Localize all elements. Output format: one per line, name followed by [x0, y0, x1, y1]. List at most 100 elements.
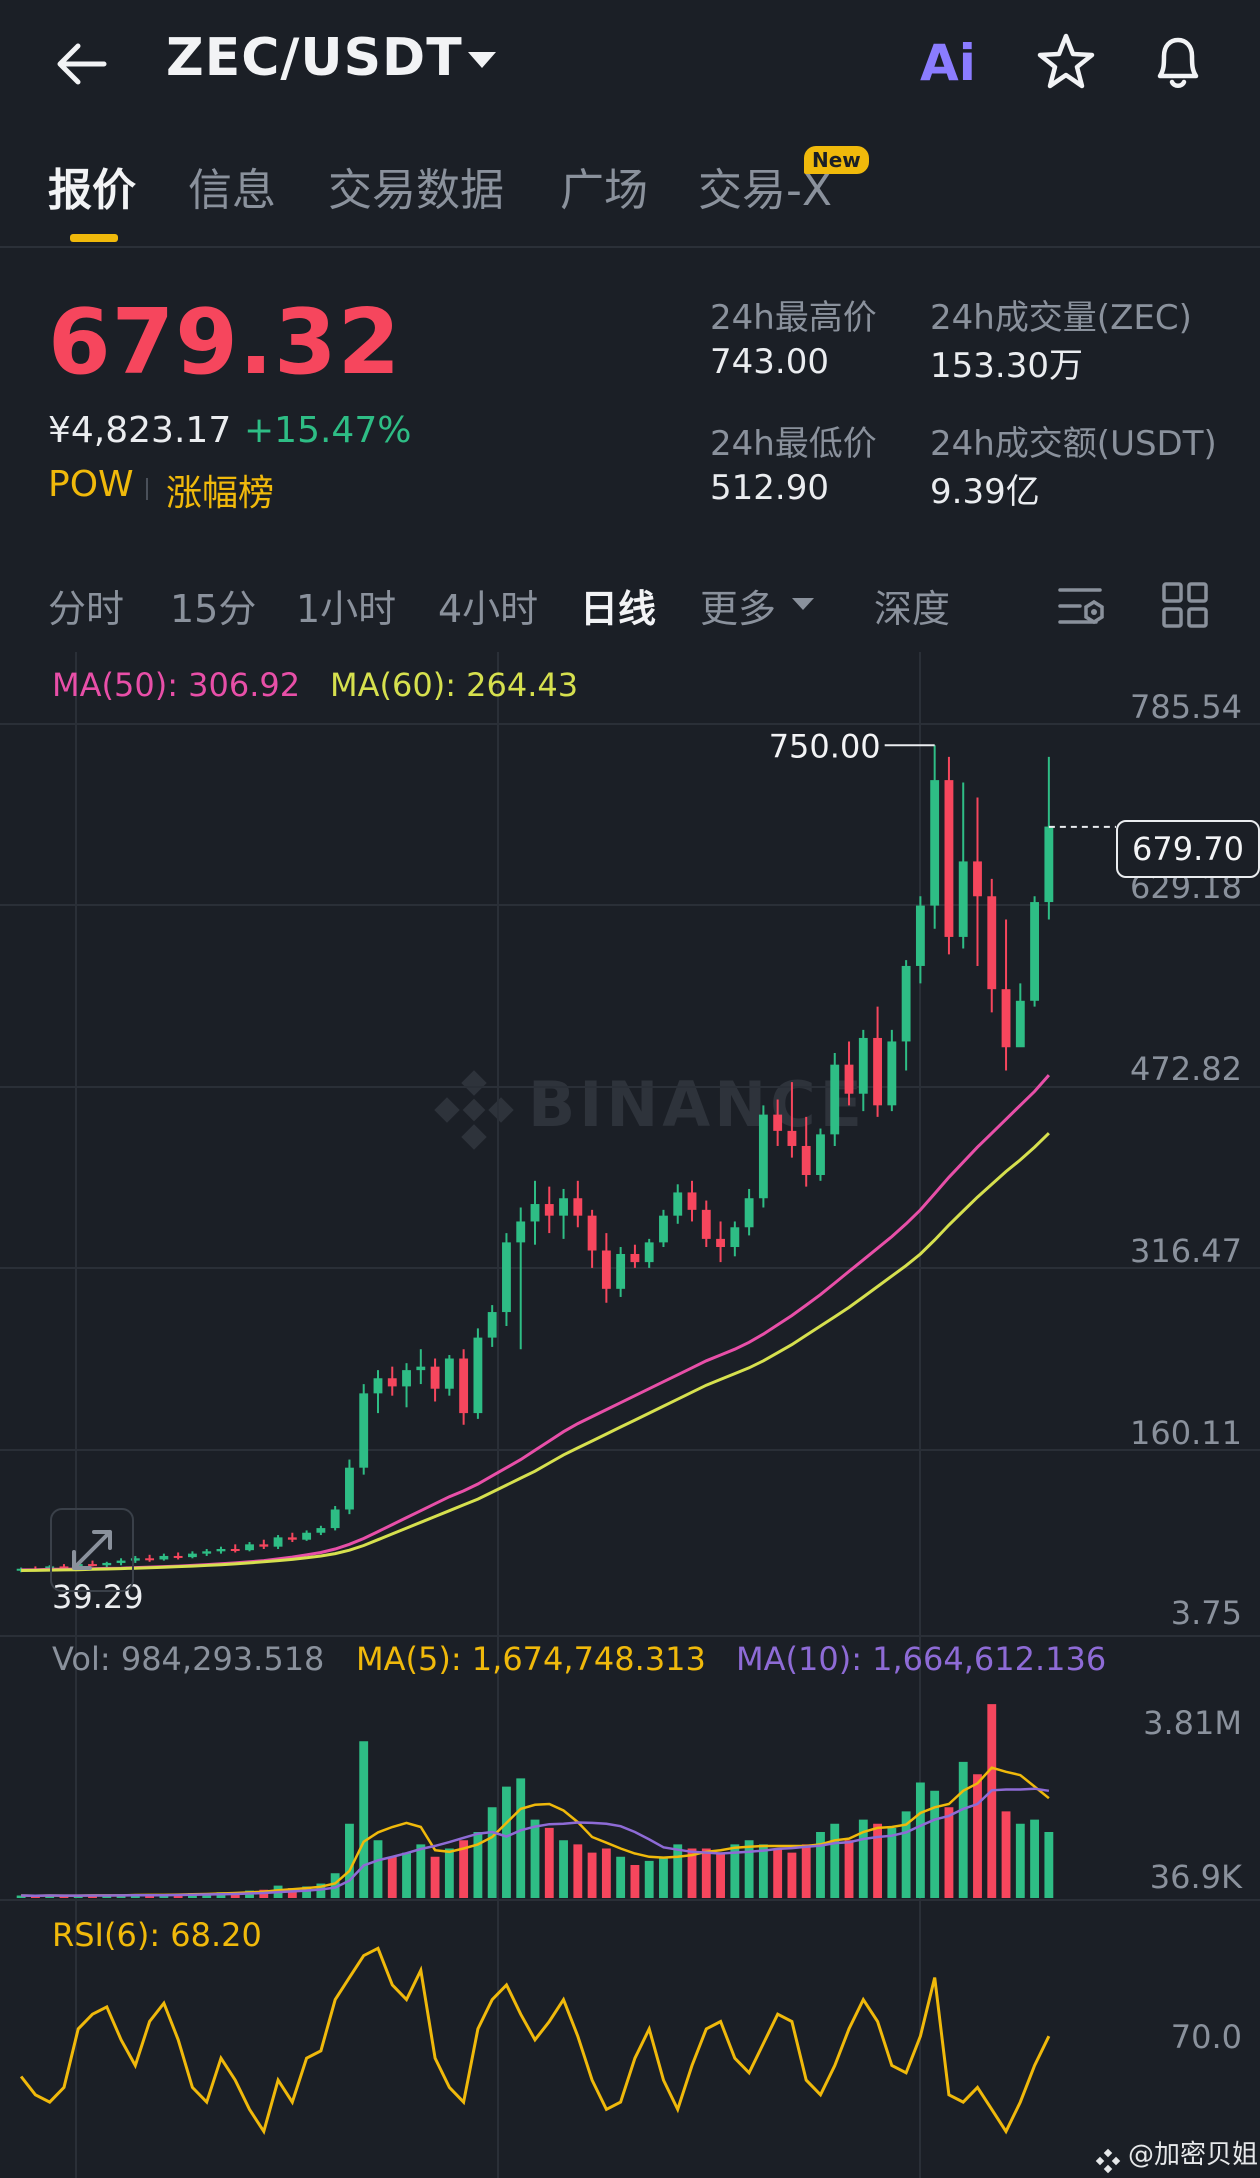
tab-square[interactable]: 广场 [560, 165, 648, 216]
low-label: 24h最低价 [710, 424, 877, 464]
timeframe-4h[interactable]: 4小时 [438, 587, 539, 631]
volume-bar [701, 1848, 711, 1898]
volume-bar [287, 1888, 297, 1898]
volume-bar [687, 1848, 697, 1898]
volume-bar [987, 1704, 997, 1898]
volume-bar [887, 1827, 897, 1898]
candle-body [544, 1204, 554, 1216]
volume-bar [601, 1848, 611, 1898]
volume-bar [416, 1844, 426, 1898]
ai-assistant-icon[interactable]: Ai [920, 34, 976, 92]
volume-bar [958, 1761, 968, 1898]
candle-body [259, 1544, 269, 1547]
volume-bar [973, 1774, 982, 1898]
volume-bar [430, 1856, 440, 1898]
volume-base-label: 24h成交量(ZEC) [930, 298, 1192, 338]
timeframe-more[interactable]: 更多 [700, 587, 777, 631]
volume-bar [758, 1844, 768, 1898]
active-tab-indicator [70, 234, 118, 242]
volume-bar [544, 1827, 554, 1898]
y-axis-tick: 472.82 [1130, 1050, 1242, 1088]
footer-logo-part [1095, 2156, 1105, 2166]
timeframe-depth[interactable]: 深度 [874, 587, 951, 631]
favorite-star-icon[interactable] [1034, 30, 1098, 94]
candle-body [630, 1253, 640, 1263]
candle-body [116, 1560, 126, 1563]
timeframe-line[interactable]: 分时 [48, 587, 125, 631]
candle-body [316, 1528, 326, 1533]
candle-body [816, 1134, 825, 1176]
volume-bar [944, 1807, 954, 1898]
candle-body [473, 1337, 483, 1414]
tab-quote[interactable]: 报价 [48, 165, 136, 216]
volume-bar [530, 1819, 540, 1898]
candle-body [102, 1562, 112, 1566]
timeframe-daily[interactable]: 日线 [580, 587, 657, 631]
candle-body [230, 1548, 240, 1551]
price-chart[interactable]: MA(50): 306.92 MA(60): 264.43785.54629.18… [0, 652, 1260, 2178]
tab-info[interactable]: 信息 [188, 165, 276, 216]
footer-logo-part [1103, 2148, 1113, 2158]
candle-body [145, 1558, 155, 1561]
timeframe-1h[interactable]: 1小时 [296, 587, 397, 631]
candle-body [730, 1227, 740, 1248]
ma60-legend: MA(60): 264.43 [330, 666, 578, 704]
volume-bar [402, 1852, 411, 1898]
candle-body [216, 1548, 226, 1552]
ma60-line [21, 1132, 1050, 1572]
volume-bar [644, 1860, 654, 1898]
pair-dropdown-icon[interactable] [468, 52, 496, 68]
candle-body [159, 1555, 169, 1560]
indicator-settings-icon[interactable] [1056, 580, 1108, 632]
volume-bar [1030, 1819, 1040, 1898]
volume-bar [30, 1895, 40, 1898]
volume-bar [915, 1782, 925, 1898]
candle-body [459, 1358, 469, 1414]
expand-chart-button[interactable] [50, 1508, 134, 1592]
volume-bar [744, 1840, 754, 1898]
candle-body [744, 1198, 754, 1228]
volume-bar [616, 1856, 626, 1898]
notification-bell-icon[interactable] [1146, 30, 1210, 94]
y-axis-tick: 785.54 [1130, 688, 1242, 726]
candle-body [787, 1130, 797, 1146]
volume-bar [730, 1844, 740, 1898]
volume-bar [573, 1844, 583, 1898]
volume-bar [1044, 1832, 1054, 1898]
candle-body [130, 1558, 140, 1561]
volume-bar [487, 1807, 497, 1898]
volume-bar [930, 1790, 940, 1898]
volume-bar [359, 1741, 369, 1898]
layout-grid-icon[interactable] [1160, 580, 1210, 630]
candle-body [830, 1064, 840, 1135]
volume-base-value: 153.30万 [930, 346, 1083, 386]
gainers-tag[interactable]: 涨幅榜 [166, 473, 275, 514]
timeframe-15m[interactable]: 15分 [170, 587, 257, 631]
volume-quote-label: 24h成交额(USDT) [930, 424, 1217, 464]
y-axis-tick: 160.11 [1130, 1414, 1242, 1452]
candle-body [887, 1041, 897, 1106]
pair-title[interactable]: ZEC/USDT [166, 28, 463, 88]
volume-bar [873, 1823, 883, 1898]
volume-bar [1015, 1823, 1025, 1898]
back-arrow-icon[interactable] [50, 32, 114, 96]
candle-body [659, 1215, 668, 1243]
current-price-marker: 679.70 [1116, 820, 1260, 878]
volume-bar [858, 1819, 868, 1898]
candle-body [530, 1204, 540, 1222]
candle-body [944, 780, 954, 937]
tab-trading-data[interactable]: 交易数据 [328, 165, 504, 216]
candle-body [987, 896, 997, 990]
candle-body [973, 861, 982, 897]
category-tag[interactable]: POW [48, 464, 134, 505]
more-dropdown-icon[interactable] [792, 598, 814, 610]
candle-body [601, 1250, 611, 1289]
volume-tick: 3.81M [1143, 1704, 1242, 1742]
candle-body [245, 1544, 254, 1551]
volume-bar [630, 1865, 640, 1898]
main-tabs: 报价 信息 交易数据 广场 交易-X New [0, 140, 1260, 248]
volume-bar [559, 1840, 568, 1898]
volume-bar [373, 1840, 383, 1898]
footer-logo-part [1103, 2164, 1113, 2174]
candle-body [930, 780, 940, 906]
